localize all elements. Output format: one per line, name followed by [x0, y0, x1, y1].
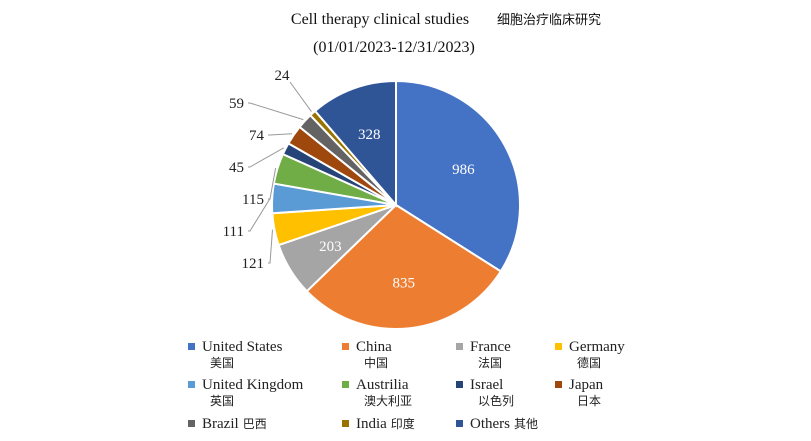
data-label-france: 203: [319, 239, 342, 255]
data-label-germany: 121: [242, 256, 265, 272]
data-label-others: 328: [358, 127, 381, 143]
data-label-japan: 74: [249, 128, 265, 144]
legend-item-others: Others 其他: [456, 416, 538, 432]
legend-swatch: [456, 343, 463, 350]
legend-swatch: [555, 343, 562, 350]
legend-label-cn: 巴西: [243, 417, 267, 431]
legend-label: France: [470, 339, 511, 355]
legend-swatch: [342, 420, 349, 427]
legend-swatch: [456, 420, 463, 427]
data-label-india: 24: [275, 68, 291, 84]
leader-line-germany: [268, 229, 273, 264]
chart-title: Cell therapy clinical studies: [291, 11, 469, 28]
pie-slice-others: [313, 79, 397, 208]
legend-label: United States: [202, 339, 283, 355]
legend-label-cn: 德国: [577, 355, 601, 370]
legend-label: Austrilia: [356, 377, 409, 393]
legend-swatch: [456, 381, 463, 388]
legend-label-cn: 法国: [478, 356, 502, 370]
pie-slice-china: [305, 203, 503, 330]
leader-line-israel: [248, 147, 285, 168]
leader-line-brazil: [248, 102, 304, 121]
legend-label-cn: 印度: [391, 416, 415, 431]
legend-label: Others: [470, 416, 510, 432]
legend-label: Japan: [569, 377, 604, 393]
legend-label: Israel: [470, 377, 503, 393]
legend-swatch: [342, 381, 349, 388]
legend-item-india: India 印度: [342, 416, 415, 432]
legend-label: China: [356, 339, 392, 355]
legend-label-cn: 美国: [210, 356, 234, 370]
legend-label: United Kingdom: [202, 377, 304, 393]
legend-label-cn: 日本: [577, 394, 601, 408]
pie-slices: 986 835 203 328: [270, 79, 521, 330]
leader-line-united-kingdom: [248, 197, 271, 232]
data-label-united-kingdom: 111: [223, 224, 244, 240]
legend-label: Brazil: [202, 416, 239, 432]
legend-label-cn: 以色列: [478, 394, 514, 408]
legend-swatch: [188, 381, 195, 388]
leader-line-japan: [268, 133, 293, 136]
leader-line-india: [289, 81, 312, 112]
leader-line-austrilia: [268, 167, 277, 200]
data-label-brazil: 59: [229, 96, 244, 112]
outside-labels: 121 111 115 45 74 59 24: [223, 68, 312, 272]
legend-label-cn: 中国: [364, 355, 388, 370]
legend-swatch: [555, 381, 562, 388]
legend-label-cn: 澳大利亚: [364, 394, 412, 408]
legend-swatch: [188, 343, 195, 350]
legend-label-cn: 英国: [210, 394, 234, 408]
legend-item-brazil: Brazil 巴西: [188, 416, 267, 432]
data-label-united-states: 986: [452, 162, 475, 178]
data-label-austrilia: 115: [242, 192, 264, 208]
chart-subtitle: (01/01/2023-12/31/2023): [313, 39, 475, 56]
legend-label: Germany: [569, 339, 625, 355]
legend-swatch: [342, 343, 349, 350]
chart-title-cn: 细胞治疗临床研究: [497, 13, 601, 28]
legend-swatch: [188, 420, 195, 427]
legend-label-cn: 其他: [514, 417, 538, 431]
data-label-china: 835: [393, 276, 416, 292]
data-label-israel: 45: [229, 160, 244, 176]
legend-label: India: [356, 416, 387, 432]
